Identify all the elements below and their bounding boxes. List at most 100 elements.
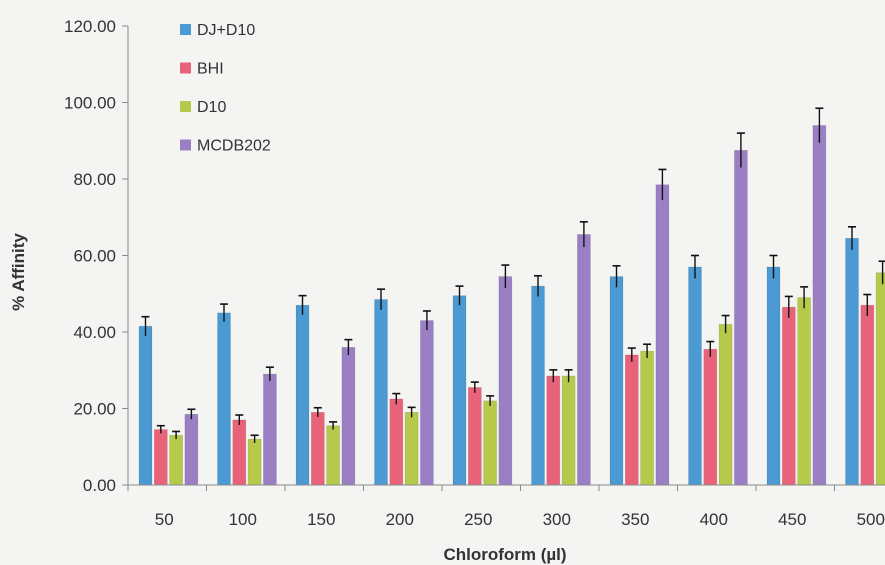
- y-tick-label: 120.00: [64, 17, 116, 36]
- error-bar-d10-350: [643, 343, 652, 359]
- error-bar-mcdb202-200: [422, 310, 431, 331]
- bar-mcdb202-450: [812, 125, 827, 486]
- y-tick-label: 100.00: [64, 94, 116, 113]
- bar-d10-50: [169, 434, 183, 486]
- bar-bhi-50: [154, 429, 168, 486]
- error-bar-dj-d10-500: [848, 226, 856, 250]
- bar-bhi-150: [310, 412, 325, 486]
- error-bar-bhi-500: [863, 293, 872, 316]
- bar-mcdb202-50: [184, 413, 199, 486]
- error-bar-bhi-250: [470, 381, 479, 393]
- x-tick-label: 350: [621, 510, 649, 529]
- bar-bhi-350: [624, 354, 639, 486]
- error-bar-dj-d10-400: [691, 254, 699, 279]
- bar-bhi-450: [781, 306, 796, 486]
- error-bar-d10-500: [878, 260, 885, 285]
- error-bar-bhi-200: [392, 392, 401, 405]
- error-bar-d10-400: [721, 314, 730, 334]
- legend-label: MCDB202: [197, 138, 271, 155]
- x-tick-label: 450: [778, 510, 806, 529]
- legend-label: BHI: [197, 61, 224, 78]
- error-bar-d10-300: [564, 369, 573, 383]
- legend-entry-mcdb202: MCDB202: [180, 138, 271, 155]
- error-bar-bhi-150: [313, 406, 322, 417]
- legend-entry-d10: D10: [180, 99, 226, 116]
- bar-d10-300: [561, 375, 576, 486]
- x-tick-label: 400: [700, 510, 728, 529]
- error-bar-d10-100: [250, 434, 259, 443]
- x-tick-label: 300: [543, 510, 571, 529]
- error-bar-d10-450: [800, 286, 809, 309]
- legend-swatch: [180, 101, 191, 112]
- error-bar-dj-d10-50: [141, 315, 150, 336]
- bar-bhi-250: [467, 387, 482, 486]
- error-bar-dj-d10-250: [455, 285, 464, 306]
- bar-d10-450: [797, 297, 811, 486]
- legend-label: D10: [197, 99, 226, 116]
- y-tick-label: 80.00: [73, 170, 116, 189]
- legend-swatch: [180, 62, 191, 74]
- legend-entry-bhi: BHI: [180, 61, 224, 78]
- error-bar-d10-150: [329, 421, 338, 430]
- bar-mcdb202-150: [341, 346, 356, 486]
- error-bar-bhi-450: [784, 295, 793, 318]
- error-bar-mcdb202-300: [579, 221, 588, 248]
- y-axis-title: % Affinity: [9, 233, 28, 311]
- error-bar-bhi-300: [549, 369, 558, 383]
- legend-entry-dj-d10: DJ+D10: [180, 22, 255, 39]
- bar-d10-500: [875, 272, 885, 486]
- bar-d10-200: [404, 412, 419, 486]
- x-tick-label: 500: [857, 510, 885, 529]
- x-tick-label: 50: [155, 510, 174, 529]
- error-bar-bhi-100: [235, 414, 244, 425]
- y-tick-label: 0.00: [83, 476, 116, 495]
- bar-mcdb202-300: [577, 234, 591, 486]
- error-bar-dj-d10-150: [298, 294, 307, 315]
- error-bar-dj-d10-300: [534, 274, 542, 297]
- y-tick-label: 60.00: [73, 247, 116, 266]
- error-bar-bhi-50: [156, 424, 165, 434]
- bar-dj-d10-450: [766, 266, 781, 486]
- bar-dj-d10-300: [531, 285, 545, 486]
- bar-d10-150: [326, 425, 340, 486]
- x-tick-label: 250: [464, 510, 492, 529]
- legend-label: DJ+D10: [197, 22, 255, 39]
- bar-d10-250: [483, 400, 497, 486]
- x-axis-title: Chloroform (µl): [443, 545, 566, 564]
- error-bar-mcdb202-150: [344, 338, 353, 355]
- x-tick-label: 200: [386, 510, 414, 529]
- error-bar-d10-250: [486, 395, 495, 406]
- bar-bhi-100: [232, 419, 247, 486]
- legend-swatch: [180, 139, 191, 151]
- x-tick-label: 100: [229, 510, 257, 529]
- error-bar-mcdb202-350: [658, 168, 667, 201]
- bar-d10-350: [640, 350, 654, 486]
- bar-mcdb202-200: [420, 320, 434, 486]
- error-bar-dj-d10-350: [612, 265, 621, 288]
- y-tick-label: 20.00: [73, 400, 116, 419]
- bar-dj-d10-150: [295, 304, 310, 486]
- legend-swatch: [180, 24, 191, 35]
- bar-dj-d10-100: [217, 312, 231, 486]
- bar-d10-100: [247, 438, 262, 486]
- bar-dj-d10-350: [609, 276, 624, 486]
- bar-mcdb202-250: [498, 276, 513, 486]
- error-bar-mcdb202-100: [265, 366, 274, 381]
- bar-mcdb202-350: [655, 184, 670, 486]
- bar-dj-d10-500: [845, 237, 859, 486]
- bar-d10-400: [718, 324, 733, 486]
- bar-bhi-300: [546, 375, 561, 486]
- bar-bhi-400: [703, 348, 718, 486]
- error-bar-d10-200: [407, 406, 416, 418]
- error-bar-mcdb202-450: [815, 107, 824, 143]
- bar-dj-d10-200: [374, 299, 388, 486]
- bar-dj-d10-400: [688, 266, 702, 486]
- error-bar-mcdb202-250: [501, 264, 510, 289]
- error-bar-bhi-400: [706, 340, 715, 357]
- error-bar-mcdb202-50: [187, 408, 196, 420]
- error-bar-bhi-350: [627, 347, 636, 362]
- bar-dj-d10-50: [138, 325, 153, 486]
- y-tick-label: 40.00: [73, 323, 116, 342]
- x-tick-label: 150: [307, 510, 335, 529]
